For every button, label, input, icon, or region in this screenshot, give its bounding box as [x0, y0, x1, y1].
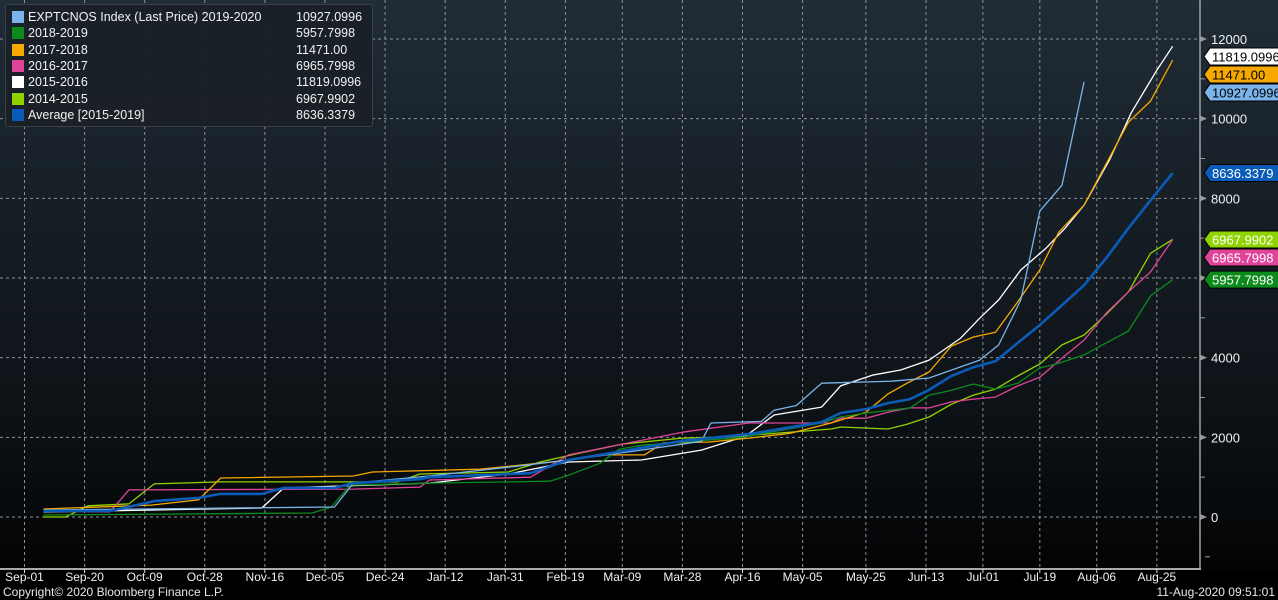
- legend: EXPTCNOS Index (Last Price) 2019-2020 109…: [5, 4, 374, 127]
- last-value-tag: [1203, 163, 1278, 182]
- series-line-2017-2018: [43, 59, 1174, 510]
- legend-label: 2017-2018: [28, 42, 88, 57]
- legend-item: 2015-2016 11819.0996: [12, 74, 362, 90]
- series-lines: [43, 45, 1174, 518]
- x-tick-label: May-05: [783, 570, 823, 584]
- legend-swatch: [12, 27, 24, 40]
- y-tick-mark: [1200, 275, 1207, 282]
- series-line-average-2015-2019-: [43, 172, 1174, 513]
- x-tick-label: Nov-16: [246, 570, 285, 584]
- x-tick-label: Dec-24: [366, 570, 405, 584]
- last-value-label: 10927.0996: [1212, 86, 1278, 101]
- x-tick-label: May-25: [846, 570, 886, 584]
- last-value-tag: [1203, 248, 1278, 267]
- x-tick-label: Jan-12: [427, 570, 464, 584]
- legend-swatch: [12, 108, 24, 121]
- legend-swatch: [12, 43, 24, 56]
- x-tick-label: Dec-05: [306, 570, 345, 584]
- y-tick-label: 4000: [1211, 351, 1240, 366]
- x-tick-label: Oct-09: [127, 570, 163, 584]
- legend-value: 6965.7998: [296, 59, 356, 74]
- legend-value: 8636.3379: [296, 107, 356, 122]
- x-tick-label: Aug-06: [1077, 570, 1116, 584]
- last-value-tag: [1203, 230, 1278, 249]
- legend-value: 10927.0996: [296, 10, 363, 25]
- legend-swatch: [12, 76, 24, 89]
- series-line-exptcnos-index-last-price-2019-2020: [43, 81, 1085, 511]
- legend-swatch: [12, 60, 24, 73]
- last-value-tags: 11819.0996 11471.00 10927.0996 8636.3379 696…: [1203, 47, 1278, 289]
- legend-item: 2017-2018 11471.00: [12, 42, 362, 58]
- x-tick-label: Feb-19: [546, 570, 584, 584]
- legend-label: EXPTCNOS Index (Last Price) 2019-2020: [28, 10, 262, 25]
- legend-label: Average [2015-2019]: [28, 107, 145, 122]
- x-tick-label: Mar-28: [663, 570, 701, 584]
- series-line-2018-2019: [43, 279, 1174, 516]
- legend-value: 11819.0996: [296, 75, 362, 90]
- last-value-label: 6965.7998: [1212, 250, 1273, 265]
- x-tick-label: Jun-13: [908, 570, 945, 584]
- last-value-tag: [1203, 83, 1278, 102]
- x-tick-label: Aug-25: [1138, 570, 1177, 584]
- series-line-2014-2015: [43, 238, 1174, 518]
- y-tick-mark: [1200, 514, 1207, 520]
- x-tick-label: Oct-28: [187, 570, 223, 584]
- timestamp: 11-Aug-2020 09:51:01: [1156, 585, 1275, 599]
- last-value-tag: [1203, 47, 1278, 66]
- copyright-text: Copyright© 2020 Bloomberg Finance L.P.: [3, 585, 224, 599]
- legend-item: Average [2015-2019] 8636.3379: [12, 107, 362, 123]
- legend-item: 2016-2017 6965.7998: [12, 58, 362, 74]
- legend-swatch: [12, 11, 24, 24]
- last-value-label: 8636.3379: [1212, 166, 1273, 181]
- last-value-label: 11471.00: [1212, 68, 1265, 83]
- y-tick-mark: [1200, 115, 1207, 122]
- x-tick-label: Sep-01: [5, 570, 44, 584]
- legend-label: 2018-2019: [28, 26, 88, 41]
- last-value-tag: [1203, 270, 1278, 289]
- y-tick-label: 12000: [1211, 32, 1247, 47]
- last-value-label: 6967.9902: [1212, 232, 1273, 247]
- y-tick-label: 10000: [1211, 112, 1247, 127]
- x-tick-label: Jul-01: [967, 570, 1000, 584]
- y-tick-mark: [1200, 195, 1207, 202]
- last-value-label: 5957.7998: [1212, 273, 1273, 288]
- y-tick-label: 8000: [1211, 191, 1240, 206]
- axes: 0 2000 4000 8000 10000 12000 Sep-01 Sep-20 Oct-0…: [0, 0, 1247, 584]
- legend-item: 2018-2019 5957.7998: [12, 25, 362, 41]
- legend-label: 2016-2017: [28, 59, 88, 74]
- x-tick-label: Jan-31: [487, 570, 524, 584]
- x-tick-label: Jul-19: [1023, 570, 1056, 584]
- x-tick-label: Mar-09: [603, 570, 641, 584]
- legend-value: 5957.7998: [296, 26, 356, 41]
- last-value-tag: [1203, 65, 1278, 84]
- y-tick-label: 0: [1211, 510, 1218, 525]
- y-tick-mark: [1200, 36, 1207, 43]
- legend-label: 2014-2015: [28, 91, 88, 106]
- legend-value: 11471.00: [296, 42, 348, 57]
- x-tick-label: Sep-20: [65, 570, 104, 584]
- x-tick-label: Apr-16: [724, 570, 760, 584]
- last-value-label: 11819.0996: [1212, 50, 1278, 65]
- y-tick-label: 2000: [1211, 430, 1240, 445]
- legend-swatch: [12, 92, 24, 105]
- y-tick-mark: [1200, 434, 1207, 441]
- y-tick-mark: [1200, 354, 1207, 361]
- legend-item: EXPTCNOS Index (Last Price) 2019-2020 109…: [12, 9, 362, 25]
- legend-item: 2014-2015 6967.9902: [12, 90, 362, 106]
- legend-value: 6967.9902: [296, 91, 356, 106]
- footer-background: [0, 570, 1278, 600]
- legend-label: 2015-2016: [28, 75, 88, 90]
